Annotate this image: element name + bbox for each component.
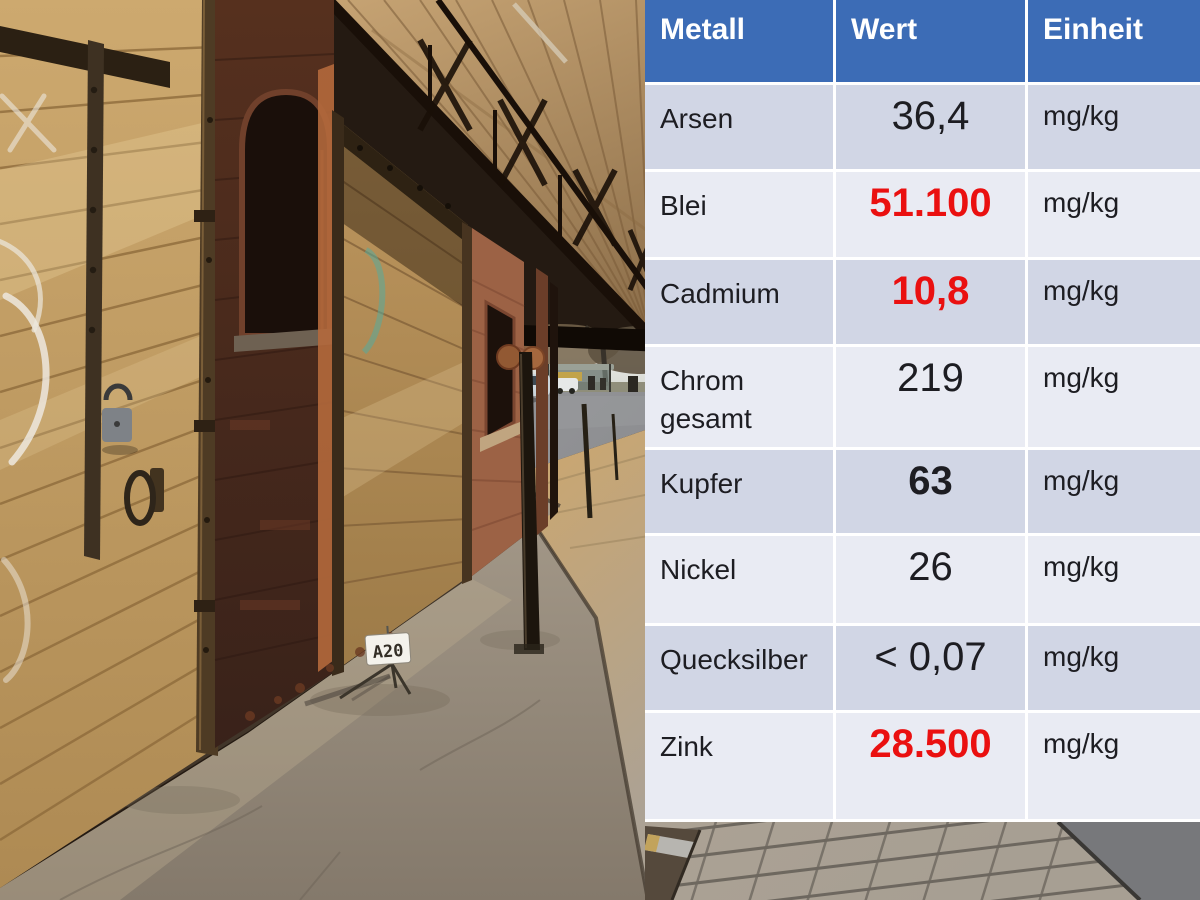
padlock bbox=[102, 383, 138, 455]
column-header-metall: Metall bbox=[645, 0, 833, 82]
cell-metal: Arsen bbox=[645, 85, 833, 169]
cell-unit: mg/kg bbox=[1028, 536, 1200, 623]
wooden-door-far bbox=[332, 110, 472, 676]
cell-metal: Cadmium bbox=[645, 260, 833, 344]
cell-unit: mg/kg bbox=[1028, 450, 1200, 533]
door-rail bbox=[84, 40, 104, 560]
cell-unit: mg/kg bbox=[1028, 172, 1200, 257]
cell-unit: mg/kg bbox=[1028, 260, 1200, 344]
cell-metal: Zink bbox=[645, 713, 833, 819]
cell-value: 10,8 bbox=[836, 260, 1025, 344]
door-top-track bbox=[0, 26, 170, 88]
canopy-post bbox=[514, 352, 619, 654]
arch-window bbox=[239, 88, 333, 339]
survey-marker: A20 bbox=[304, 625, 412, 707]
brick-pillar-near bbox=[214, 0, 338, 748]
cell-metal: Chrom gesamt bbox=[645, 347, 833, 447]
receding-pillars bbox=[536, 268, 558, 536]
column-header-einheit: Einheit bbox=[1028, 0, 1200, 82]
graffiti-marks bbox=[0, 93, 57, 683]
platform-cracks bbox=[59, 699, 541, 900]
cell-value: 28.500 bbox=[836, 713, 1025, 819]
metal-concentration-table: Metall Wert Einheit Arsen 36,4 mg/kg Ble… bbox=[645, 0, 1200, 822]
white-pipe bbox=[512, 2, 568, 64]
teal-graffiti bbox=[361, 247, 386, 355]
cell-value: 36,4 bbox=[836, 85, 1025, 169]
cell-value: 51.100 bbox=[836, 172, 1025, 257]
door-handle bbox=[124, 468, 164, 526]
cell-unit: mg/kg bbox=[1028, 713, 1200, 819]
cell-metal: Quecksilber bbox=[645, 626, 833, 710]
cell-value: 219 bbox=[836, 347, 1025, 447]
cell-unit: mg/kg bbox=[1028, 347, 1200, 447]
cell-value: 26 bbox=[836, 536, 1025, 623]
cell-value: 63 bbox=[836, 450, 1025, 533]
marker-tag: A20 bbox=[364, 625, 412, 666]
window-sill bbox=[234, 328, 338, 352]
cell-metal: Nickel bbox=[645, 536, 833, 623]
cell-value: < 0,07 bbox=[836, 626, 1025, 710]
marker-tag-label: A20 bbox=[372, 641, 404, 663]
roof-truss bbox=[326, 0, 659, 344]
cell-unit: mg/kg bbox=[1028, 85, 1200, 169]
column-header-wert: Wert bbox=[836, 0, 1025, 82]
cell-metal: Blei bbox=[645, 172, 833, 257]
platform-floor bbox=[0, 480, 648, 900]
cell-unit: mg/kg bbox=[1028, 626, 1200, 710]
paver-strip bbox=[645, 822, 1200, 900]
brick-pillar-far bbox=[471, 228, 525, 576]
asphalt-corner bbox=[1058, 822, 1200, 900]
cell-metal: Kupfer bbox=[645, 450, 833, 533]
wooden-door-near bbox=[0, 0, 224, 888]
